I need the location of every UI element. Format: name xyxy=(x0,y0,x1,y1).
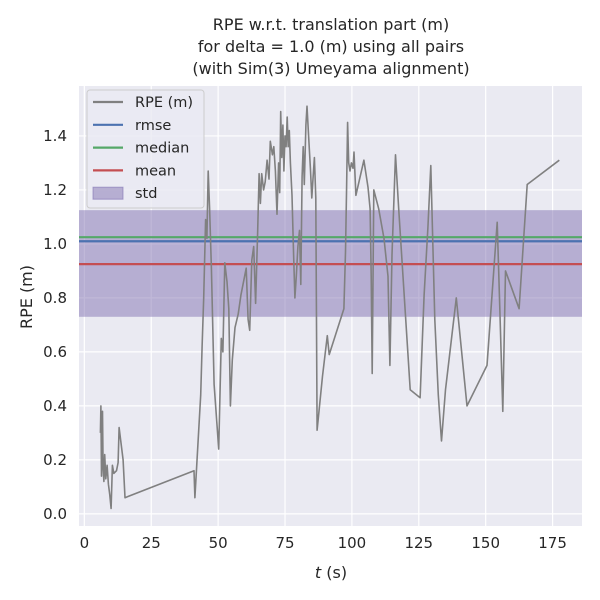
legend-label: std xyxy=(135,186,157,202)
legend-label: median xyxy=(135,141,189,157)
y-axis-label: RPE (m) xyxy=(17,265,36,329)
y-tick-label: 0.6 xyxy=(43,343,67,361)
chart-title-line-1: RPE w.r.t. translation part (m) xyxy=(213,15,449,34)
chart-title-line-3: (with Sim(3) Umeyama alignment) xyxy=(192,59,469,78)
series-layer xyxy=(99,105,560,510)
legend-label: mean xyxy=(135,163,176,179)
legend-box xyxy=(86,89,205,209)
tick-labels: 0 25 50 75 100 125 150 175 0.0 0.2 0.4 0.6 0.8 1.0 1.2… xyxy=(43,127,567,552)
x-tick-label: 125 xyxy=(404,534,433,552)
x-tick-label: 175 xyxy=(538,534,567,552)
x-axis-label: t (s) xyxy=(315,563,347,582)
y-tick-label: 0.0 xyxy=(43,505,67,523)
x-tick-label: 50 xyxy=(209,534,228,552)
y-tick-label: 0.4 xyxy=(43,397,67,415)
rpe-series-line xyxy=(99,105,560,510)
x-tick-label: 75 xyxy=(275,534,294,552)
chart-title-line-2: for delta = 1.0 (m) using all pairs xyxy=(198,37,464,56)
y-tick-label: 1.4 xyxy=(43,127,67,145)
legend: RPE (m) rmse median mean std xyxy=(86,89,205,209)
x-axis-label-symbol: t xyxy=(315,563,322,582)
legend-label: RPE (m) xyxy=(135,95,193,111)
legend-label: rmse xyxy=(135,118,171,134)
x-tick-label: 100 xyxy=(338,534,367,552)
y-tick-label: 0.8 xyxy=(43,289,67,307)
x-tick-label: 150 xyxy=(471,534,500,552)
legend-swatch xyxy=(92,186,124,200)
y-tick-label: 1.0 xyxy=(43,235,67,253)
x-tick-label: 0 xyxy=(80,534,90,552)
y-tick-label: 1.2 xyxy=(43,181,67,199)
y-tick-label: 0.2 xyxy=(43,451,67,469)
x-tick-label: 25 xyxy=(142,534,161,552)
x-axis-label-unit: (s) xyxy=(321,563,347,582)
